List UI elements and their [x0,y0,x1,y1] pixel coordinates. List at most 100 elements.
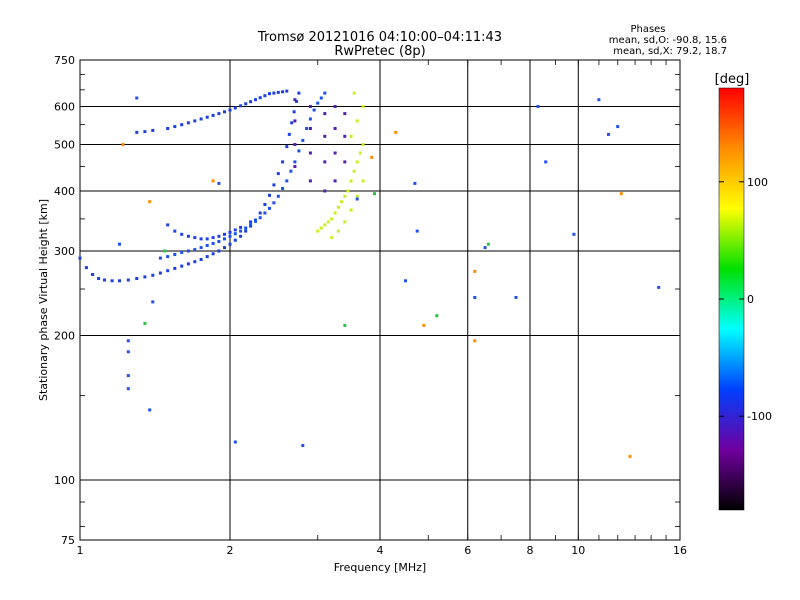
series-high-echoes-1-5-2-7-mhz [135,89,289,134]
data-point [151,300,155,304]
data-point [143,130,147,134]
data-point [293,98,297,102]
data-point [308,117,312,121]
data-point [333,105,337,108]
data-point [217,181,221,185]
data-point [276,90,280,94]
data-point [285,89,289,93]
data-point [343,112,347,116]
data-point [244,229,248,233]
data-point [199,237,203,241]
data-point [148,408,152,412]
data-point [404,279,407,283]
colorbar-label: [deg] [715,72,750,87]
data-point [118,242,121,246]
data-point [333,151,337,155]
data-point [319,96,323,100]
data-point [355,197,359,201]
data-point [281,160,285,164]
data-point [316,101,320,105]
data-point [211,113,215,117]
data-point [486,242,490,246]
data-point [343,160,347,164]
data-point [349,179,353,183]
series-x-mode-cluster [316,91,365,240]
data-point [355,160,359,164]
data-point [312,108,316,112]
data-point [249,220,253,224]
data-point [193,119,197,123]
data-point [211,252,215,256]
series-scattered-echoes-warm [121,130,632,458]
data-point [263,203,267,206]
data-point [126,374,130,378]
data-point [135,96,139,100]
data-point [323,134,327,138]
data-point [370,155,374,159]
data-point [166,255,170,259]
x-axis-label: Frequency [MHz] [334,561,426,574]
y-tick-label: 500 [54,139,75,152]
data-point [361,105,365,108]
data-point [205,237,209,241]
data-point [285,145,289,149]
data-point [233,440,237,444]
data-point [297,149,301,153]
data-point [239,234,243,238]
data-point [263,94,267,98]
series-o-mode-upper-trace [158,91,327,260]
colorbar-tick-label: -100 [747,410,772,423]
x-tick-label: 2 [227,544,234,557]
data-point [84,266,88,270]
data-point [180,123,184,127]
data-point [544,160,548,164]
data-point [361,143,365,146]
data-point [293,119,297,123]
data-point [166,127,170,130]
data-point [158,256,162,260]
y-axis-label: Stationary phase Virtual Height [km] [37,199,50,401]
y-tick-label: 750 [54,54,75,67]
data-point [323,189,327,193]
data-point [343,134,347,138]
y-tick-label: 600 [54,101,75,114]
series-spread-echoes-1-5-2-0-mhz [166,220,253,241]
data-point [323,112,327,116]
data-point [308,151,312,155]
data-point [301,138,305,142]
data-point [293,165,297,168]
data-point [228,108,232,112]
data-point [173,266,177,270]
data-point [199,246,203,250]
data-point [340,200,344,204]
data-point [244,226,248,230]
data-point [297,91,301,95]
data-point [361,179,365,183]
data-point [110,279,114,283]
data-point [422,323,426,327]
data-point [287,132,291,136]
plot-area: 1 2 4 6 8 10 16 75 100 200 300 400 500 600 750 [54,54,687,557]
data-point [323,223,327,227]
colorbar-tick-label: 100 [747,176,768,189]
data-point [254,219,257,223]
series-o-mode-lower-trace [78,91,301,283]
data-point [281,90,285,94]
data-point [268,206,271,210]
data-point [151,273,155,277]
data-point [199,117,203,121]
data-point [173,253,177,256]
data-point [514,296,518,299]
data-point [435,314,439,318]
data-point [346,189,350,193]
data-point [276,194,280,198]
data-point [349,208,353,212]
data-point [180,250,184,254]
data-point [572,232,576,236]
data-point [233,228,237,232]
data-point [258,211,262,215]
data-point [326,220,330,224]
data-point [193,236,197,240]
data-point [211,236,215,240]
colorbar-ticks: 100 0 -100 [719,176,772,423]
